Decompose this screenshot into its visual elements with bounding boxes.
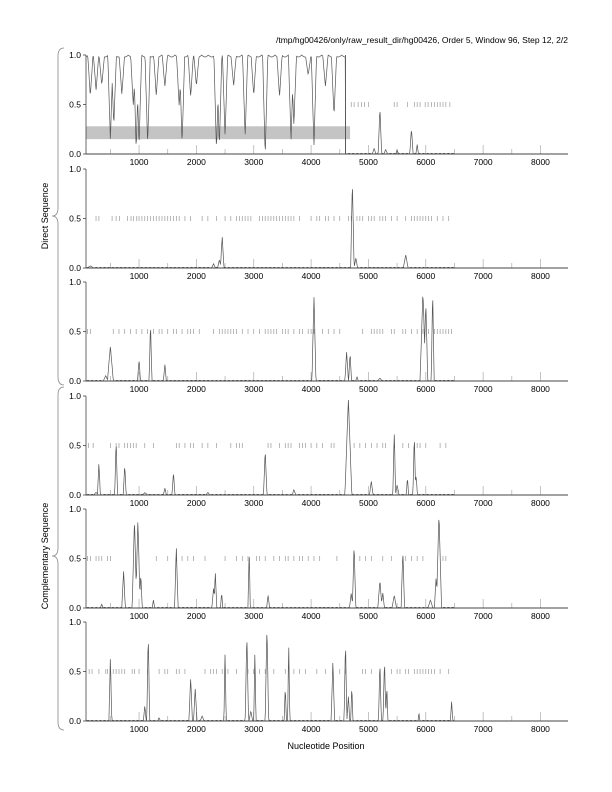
highlight-band [86,126,351,140]
y-tick-label: 0.0 [69,263,81,273]
x-tick-label: 8000 [531,157,550,167]
x-tick-label: 4000 [302,384,321,394]
x-tick-label: 2000 [187,498,206,508]
panel-complementary-frame-2: 0.0 0.5 1.0 1000 2000 3000 4000 5000 6000 7000 800… [69,504,568,621]
y-tick-label: 1.0 [69,617,81,627]
x-tick-label: 5000 [359,724,378,734]
x-tick-label: 3000 [244,611,263,621]
x-tick-label: 6000 [416,384,435,394]
panel-direct-frame-2: 0.0 0.5 1.0 1000 2000 3000 4000 5000 6000 7000 800… [69,164,568,281]
y-tick-label: 0.5 [69,327,81,337]
x-tick-label: 7000 [474,157,493,167]
x-tick-label: 3000 [244,498,263,508]
x-tick-label: 6000 [416,157,435,167]
y-tick-label: 0.5 [69,667,81,677]
y-tick-label: 1.0 [69,50,81,60]
x-tick-label: 6000 [416,271,435,281]
series-line [85,399,568,496]
y-tick-label: 0.0 [69,716,81,726]
x-tick-label: 1000 [130,157,149,167]
panel-direct-frame-1: 0.0 0.5 1.0 1000 2000 3000 4000 5000 6000 7000 800… [69,50,568,167]
x-tick-label: 5000 [359,271,378,281]
x-tick-label: 3000 [244,724,263,734]
complementary-brace [51,386,65,731]
x-tick-label: 5000 [359,157,378,167]
x-tick-label: 5000 [359,384,378,394]
series-line [85,296,568,382]
y-tick-label: 0.0 [69,376,81,386]
x-tick-label: 8000 [531,498,550,508]
x-tick-label: 4000 [302,611,321,621]
x-axis-label: Nucleotide Position [287,741,364,751]
x-tick-label: 2000 [187,724,206,734]
direct-brace [51,47,65,386]
y-tick-label: 0.5 [69,214,81,224]
x-tick-label: 8000 [531,384,550,394]
x-tick-label: 7000 [474,384,493,394]
x-tick-label: 2000 [187,271,206,281]
y-tick-label: 0.5 [69,441,81,451]
x-tick-label: 8000 [531,724,550,734]
y-tick-label: 0.0 [69,149,81,159]
y-tick-label: 1.0 [69,391,81,401]
x-tick-label: 2000 [187,384,206,394]
panel-direct-frame-3: 0.0 0.5 1.0 1000 2000 3000 4000 5000 6000 7000 800… [69,277,568,394]
panel-complementary-frame-3: 0.0 0.5 1.0 1000 2000 3000 4000 5000 6000 7000 800… [69,617,568,734]
x-tick-label: 1000 [130,611,149,621]
y-tick-label: 1.0 [69,504,81,514]
x-tick-label: 4000 [302,724,321,734]
x-tick-label: 6000 [416,611,435,621]
x-tick-label: 3000 [244,384,263,394]
y-tick-label: 0.5 [69,554,81,564]
x-tick-label: 5000 [359,498,378,508]
chart-title: /tmp/hg00426/only/raw_result_dir/hg00426… [276,35,568,45]
x-tick-label: 4000 [302,498,321,508]
x-tick-label: 7000 [474,498,493,508]
x-tick-label: 5000 [359,611,378,621]
x-tick-label: 1000 [130,384,149,394]
x-tick-label: 1000 [130,271,149,281]
series-line [85,189,568,269]
y-tick-label: 0.5 [69,100,81,110]
panels: 0.0 0.5 1.0 1000 2000 3000 4000 5000 6000 7000 800… [69,50,568,734]
x-tick-label: 4000 [302,157,321,167]
x-tick-label: 7000 [474,271,493,281]
x-tick-label: 2000 [187,157,206,167]
x-tick-label: 7000 [474,724,493,734]
y-tick-label: 0.0 [69,603,81,613]
x-tick-label: 6000 [416,724,435,734]
x-tick-label: 6000 [416,498,435,508]
x-tick-label: 7000 [474,611,493,621]
x-tick-label: 3000 [244,157,263,167]
y-tick-label: 0.0 [69,490,81,500]
direct-sequence-label: Direct Sequence [40,183,50,250]
y-tick-label: 1.0 [69,277,81,287]
x-tick-label: 1000 [130,498,149,508]
panel-complementary-frame-1: 0.0 0.5 1.0 1000 2000 3000 4000 5000 6000 7000 800… [69,391,568,508]
series-line [85,519,568,609]
x-tick-label: 8000 [531,271,550,281]
x-tick-label: 4000 [302,271,321,281]
y-tick-label: 1.0 [69,164,81,174]
series-line [85,634,568,722]
x-tick-label: 2000 [187,611,206,621]
x-tick-label: 1000 [130,724,149,734]
x-tick-label: 3000 [244,271,263,281]
x-tick-label: 8000 [531,611,550,621]
complementary-sequence-label: Complementary Sequence [40,503,50,610]
